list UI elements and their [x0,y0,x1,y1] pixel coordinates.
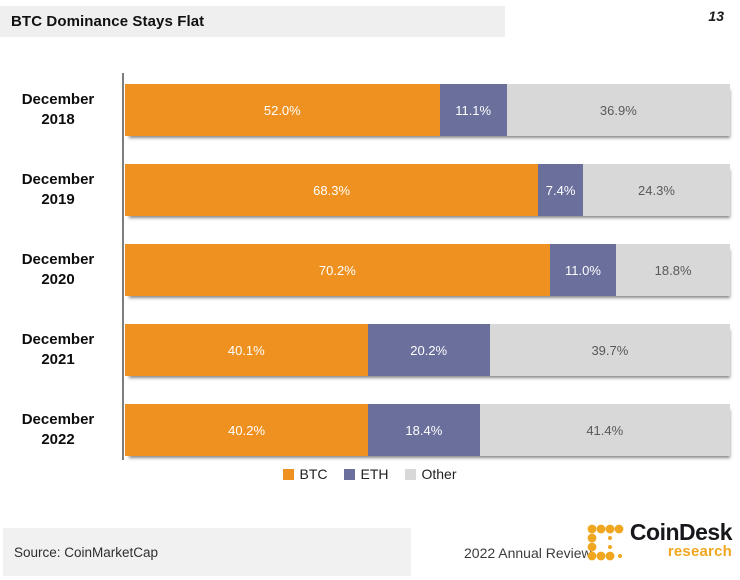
stacked-bar: 52.0% 11.1% 36.9% [125,84,730,136]
row-label-line: December [21,250,95,268]
row-label-line: 2019 [41,191,75,208]
legend-label: BTC [299,466,328,482]
legend-label: ETH [360,466,389,482]
bar-row: December 2018 52.0% 11.1% 36.9% [0,84,740,136]
coindesk-research-logo: CoinDesk research [587,519,733,562]
bar-segment-btc: 68.3% [125,164,539,216]
page-title: BTC Dominance Stays Flat [11,13,205,30]
logo-sub: research [667,543,732,561]
row-label: December 2019 [0,164,116,216]
legend-swatch [405,468,417,480]
row-label-line: 2022 [41,431,75,448]
row-label-line: December [21,330,95,348]
legend-item-other: Other [405,466,457,482]
bar-segment-btc: 40.2% [125,404,369,456]
stacked-bar: 70.2% 11.0% 18.8% [125,244,730,296]
source-bar: Source: CoinMarketCap [3,528,411,576]
row-label: December 2022 [0,404,116,456]
legend-swatch [344,468,356,480]
bar-row: December 2022 40.2% 18.4% 41.4% [0,404,740,456]
bar-row: December 2019 68.3% 7.4% 24.3% [0,164,740,216]
bar-row: December 2020 70.2% 11.0% 18.8% [0,244,740,296]
legend-label: Other [421,466,457,482]
bar-segment-btc: 52.0% [125,84,440,136]
bar-segment-other: 39.7% [489,324,730,376]
stacked-bar-chart: December 2018 52.0% 11.1% 36.9% December 2019 6… [0,70,740,470]
stacked-bar: 40.2% 18.4% 41.4% [125,404,730,456]
bar-segment-eth: 18.4% [368,404,480,456]
bar-segment-eth: 7.4% [538,164,583,216]
annual-review-label: 2022 Annual Review [464,545,592,561]
row-label-line: December [21,90,95,108]
title-bar: BTC Dominance Stays Flat [0,6,505,37]
chart-legend: BTC ETH Other [0,463,740,485]
bar-segment-eth: 11.0% [549,244,617,296]
row-label-line: December [21,410,95,428]
bar-segment-btc: 70.2% [125,244,550,296]
row-label-line: December [21,170,95,188]
bar-segment-eth: 20.2% [367,324,490,376]
row-label: December 2021 [0,324,116,376]
row-label-line: 2018 [41,111,75,128]
stacked-bar: 68.3% 7.4% 24.3% [125,164,730,216]
coindesk-dots-icon [587,524,624,561]
logo-brand: CoinDesk [629,519,733,545]
bar-segment-btc: 40.1% [125,324,368,376]
row-label-line: 2021 [41,351,75,368]
bar-segment-other: 36.9% [506,84,730,136]
source-text: Source: CoinMarketCap [14,544,159,560]
legend-item-btc: BTC [283,466,327,482]
bar-segment-eth: 11.1% [439,84,507,136]
bar-segment-other: 24.3% [582,164,730,216]
bar-segment-other: 18.8% [616,244,730,296]
y-axis-line [122,73,124,460]
legend-swatch [283,468,295,480]
bar-segment-other: 41.4% [479,404,730,456]
logo-text: CoinDesk research [629,519,733,561]
bar-row: December 2021 40.1% 20.2% 39.7% [0,324,740,376]
row-label: December 2020 [0,244,116,296]
legend-item-eth: ETH [344,466,388,482]
row-label-line: 2020 [41,271,75,288]
page-number: 13 [708,8,724,24]
row-label: December 2018 [0,84,116,136]
stacked-bar: 40.1% 20.2% 39.7% [125,324,730,376]
